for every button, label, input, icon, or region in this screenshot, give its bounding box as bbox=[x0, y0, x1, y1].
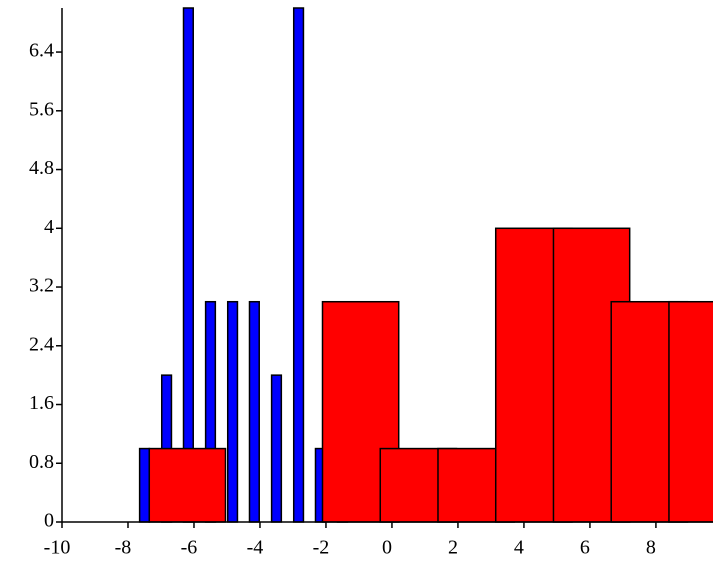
bar bbox=[248, 300, 260, 523]
x-tick-label: -6 bbox=[181, 537, 198, 559]
x-tick-label: 4 bbox=[514, 537, 524, 559]
x-tick-label: 2 bbox=[448, 537, 458, 559]
x-tick-label: 0 bbox=[382, 537, 392, 559]
bar bbox=[292, 7, 305, 523]
y-tick-label: 5.6 bbox=[29, 98, 54, 120]
y-tick-label: 4.8 bbox=[29, 157, 54, 179]
x-tick-label: -2 bbox=[313, 537, 330, 559]
bar bbox=[148, 447, 227, 523]
y-tick-label: 3.2 bbox=[29, 275, 54, 297]
x-tick-label: 6 bbox=[580, 537, 590, 559]
y-tick-label: 1.6 bbox=[29, 392, 54, 414]
x-tick-label: -8 bbox=[115, 537, 132, 559]
y-tick-label: 0 bbox=[44, 510, 54, 532]
bar bbox=[226, 300, 239, 523]
x-tick-label: -10 bbox=[44, 537, 71, 559]
bar bbox=[270, 374, 283, 523]
y-tick-label: 6.4 bbox=[29, 40, 54, 62]
x-tick-label: -4 bbox=[247, 537, 264, 559]
bar bbox=[182, 7, 194, 523]
y-tick-label: 4 bbox=[44, 216, 54, 238]
y-tick-label: 2.4 bbox=[29, 333, 54, 355]
bar bbox=[668, 300, 713, 523]
x-tick-label: 8 bbox=[646, 537, 656, 559]
bar bbox=[138, 447, 151, 523]
y-tick-label: 0.8 bbox=[29, 451, 54, 473]
